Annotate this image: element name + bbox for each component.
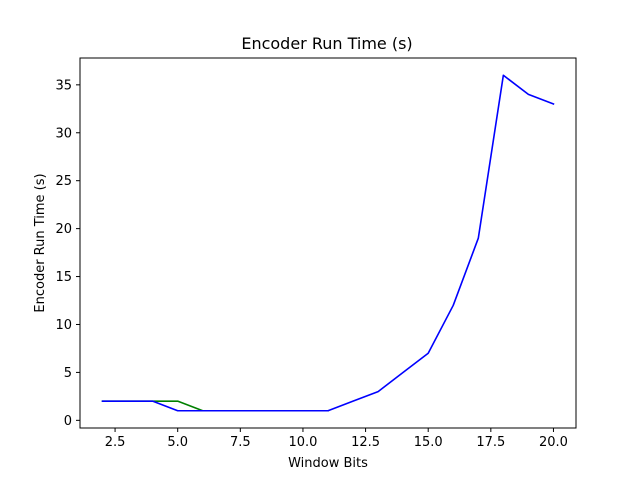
x-tick-label: 10.0: [288, 435, 317, 450]
y-tick-label: 25: [55, 174, 72, 189]
x-tick-label: 7.5: [230, 435, 251, 450]
plot-frame: [79, 57, 577, 429]
y-tick-label: 5: [64, 366, 72, 381]
y-tick-label: 35: [55, 78, 72, 93]
series-layer: [101, 74, 555, 412]
x-tick-label: 12.5: [351, 435, 380, 450]
y-tick-label: 0: [64, 414, 72, 429]
y-tick-label: 30: [55, 126, 72, 141]
x-tick-label: 2.5: [105, 435, 126, 450]
x-axis-label: Window Bits: [288, 456, 368, 471]
y-tick-label: 10: [55, 318, 72, 333]
x-tick-label: 20.0: [539, 435, 568, 450]
x-axis-ticks: 2.5 5.0 7.5 10.0 12.5 15.0 17.5 20.0: [105, 428, 568, 450]
x-tick-label: 5.0: [167, 435, 188, 450]
y-tick-label: 20: [55, 222, 72, 237]
y-tick-label: 15: [55, 270, 72, 285]
y-axis-ticks: 0 5 10 15 20 25 30 35: [55, 78, 80, 429]
x-tick-label: 15.0: [414, 435, 443, 450]
y-axis-label: Encoder Run Time (s): [33, 173, 48, 312]
chart-title: Encoder Run Time (s): [241, 34, 412, 53]
series-blue-line: [101, 74, 555, 412]
x-tick-label: 17.5: [476, 435, 505, 450]
